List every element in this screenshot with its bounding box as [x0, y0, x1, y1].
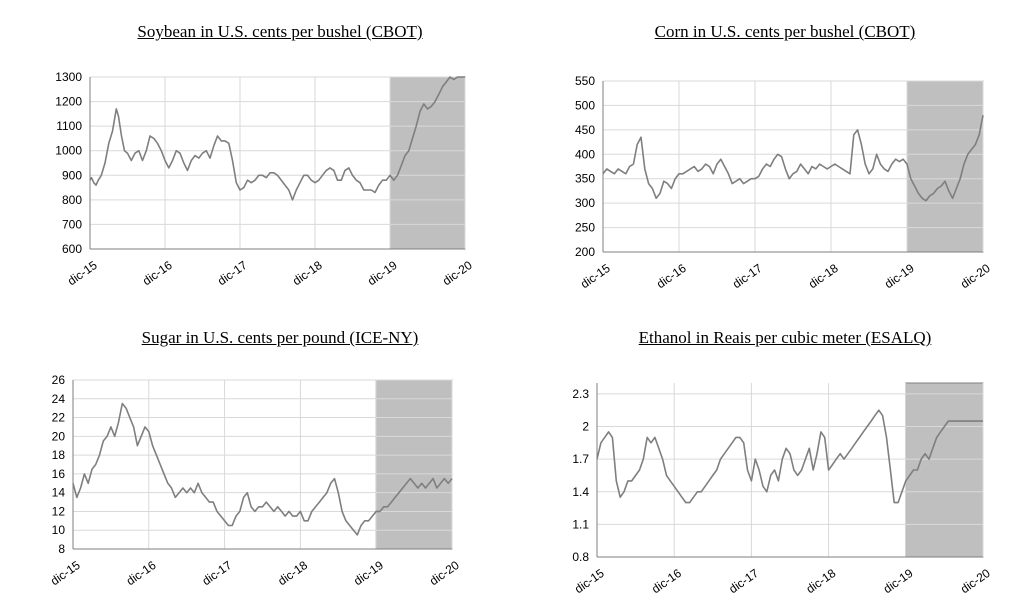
- x-tick-label: dic-16: [649, 566, 684, 596]
- y-tick-label: 550: [575, 74, 595, 88]
- x-tick-label: dic-16: [124, 558, 159, 588]
- y-tick-label: 2.3: [572, 387, 589, 401]
- shaded-region: [375, 379, 453, 550]
- y-tick-label: 14: [52, 486, 66, 500]
- chart-title: Corn in U.S. cents per bushel (CBOT): [654, 22, 916, 41]
- shaded-region: [906, 80, 984, 253]
- series-line: [602, 115, 984, 202]
- x-tick-label: dic-18: [290, 258, 325, 288]
- x-tick-label: dic-15: [572, 566, 607, 596]
- y-tick-label: 12: [52, 504, 66, 518]
- x-tick-label: dic-20: [958, 261, 993, 291]
- y-tick-label: 1200: [55, 95, 82, 109]
- chart-3: 0.8 1.1 1.4 1.7 2 2.3 dic-15 dic-16 dic-17 dic-18…: [572, 382, 993, 596]
- x-tick-label: dic-17: [726, 566, 761, 596]
- x-tick-label: dic-18: [275, 558, 310, 588]
- x-tick-label: dic-18: [806, 261, 841, 291]
- x-tick-label: dic-19: [881, 566, 916, 596]
- y-tick-label: 600: [62, 242, 82, 256]
- y-tick-label: 0.8: [572, 550, 589, 564]
- y-tick-label: 24: [52, 392, 66, 406]
- y-tick-label: 500: [575, 98, 595, 112]
- y-tick-label: 8: [58, 542, 65, 556]
- y-tick-label: 20: [52, 429, 66, 443]
- y-tick-label: 700: [62, 217, 82, 231]
- x-tick-label: dic-15: [578, 261, 613, 291]
- x-tick-label: dic-20: [427, 558, 462, 588]
- x-tick-label: dic-19: [351, 558, 386, 588]
- x-tick-label: dic-19: [882, 261, 917, 291]
- y-tick-label: 1.1: [572, 517, 589, 531]
- x-tick-label: dic-16: [654, 261, 689, 291]
- y-tick-label: 22: [52, 411, 66, 425]
- y-tick-label: 350: [575, 172, 595, 186]
- chart-0: 600 700 800 900 1000 1100 1200 1300 dic-15 dic-16…: [55, 70, 475, 288]
- x-tick-label: dic-17: [730, 261, 765, 291]
- x-tick-label: dic-17: [200, 558, 235, 588]
- y-tick-label: 1.4: [572, 485, 589, 499]
- chart-title: Soybean in U.S. cents per bushel (CBOT): [137, 22, 423, 41]
- y-tick-label: 10: [52, 523, 66, 537]
- series-line: [72, 402, 453, 536]
- y-tick-label: 900: [62, 168, 82, 182]
- x-tick-label: dic-20: [440, 258, 475, 288]
- x-tick-label: dic-17: [215, 258, 250, 288]
- x-tick-label: dic-16: [140, 258, 175, 288]
- y-tick-label: 2: [582, 420, 589, 434]
- x-tick-label: dic-19: [365, 258, 400, 288]
- y-tick-label: 1.7: [572, 452, 589, 466]
- y-tick-label: 250: [575, 221, 595, 235]
- y-tick-label: 450: [575, 123, 595, 137]
- y-tick-label: 26: [52, 373, 66, 387]
- y-tick-label: 1000: [55, 144, 82, 158]
- chart-1: 200 250 300 350 400 450 500 550 dic-15 dic-16 dic-…: [575, 74, 993, 291]
- chart-title: Ethanol in Reais per cubic meter (ESALQ): [638, 328, 932, 347]
- series-line: [596, 409, 983, 504]
- y-tick-label: 16: [52, 467, 66, 481]
- y-tick-label: 200: [575, 245, 595, 259]
- y-tick-label: 400: [575, 147, 595, 161]
- x-tick-label: dic-15: [65, 258, 100, 288]
- shaded-region: [905, 382, 984, 558]
- y-tick-label: 1100: [56, 119, 82, 133]
- series-line: [89, 76, 465, 201]
- y-tick-label: 300: [575, 196, 595, 210]
- chart-title: Sugar in U.S. cents per pound (ICE-NY): [141, 328, 419, 347]
- chart-2: 8 10 12 14 16 18 20 22 24 26 dic-15 dic-16 dic-17 dic…: [48, 373, 462, 588]
- shaded-region: [389, 76, 466, 250]
- y-tick-label: 18: [52, 448, 66, 462]
- x-tick-label: dic-18: [804, 566, 839, 596]
- x-tick-label: dic-20: [958, 566, 993, 596]
- y-tick-label: 800: [62, 193, 82, 207]
- y-tick-label: 1300: [55, 70, 82, 84]
- x-tick-label: dic-15: [48, 558, 83, 588]
